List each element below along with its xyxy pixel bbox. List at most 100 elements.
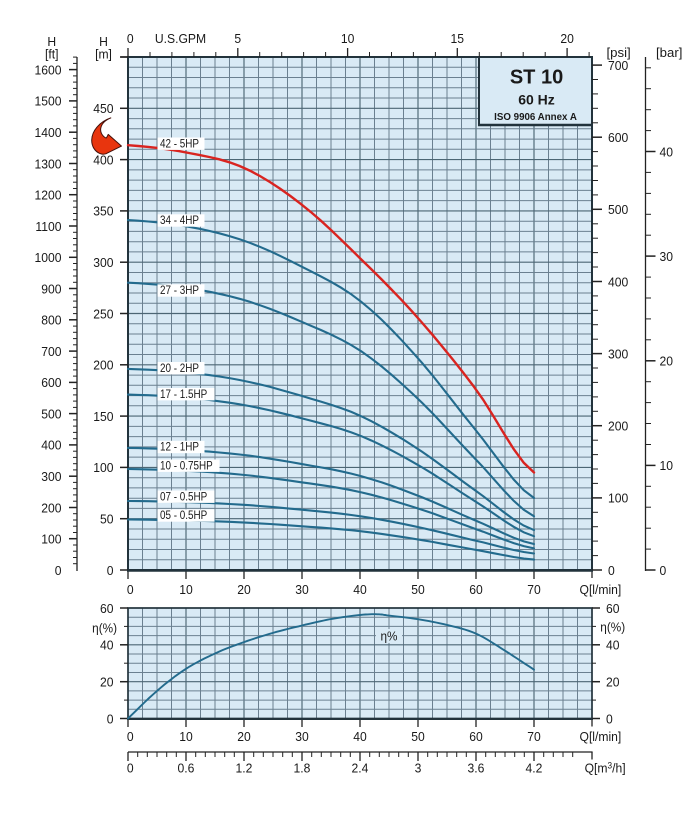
svg-text:700: 700 [608, 58, 628, 73]
svg-text:0: 0 [107, 712, 114, 727]
svg-text:H: H [47, 35, 56, 50]
svg-text:20: 20 [237, 583, 251, 598]
svg-text:600: 600 [608, 131, 628, 146]
svg-text:10: 10 [179, 730, 193, 745]
svg-text:500: 500 [41, 407, 61, 422]
svg-text:1200: 1200 [34, 188, 61, 203]
svg-text:0: 0 [608, 563, 615, 578]
svg-text:0: 0 [127, 730, 134, 745]
svg-text:1100: 1100 [35, 219, 61, 234]
svg-text:300: 300 [608, 347, 628, 362]
svg-text:40: 40 [353, 583, 367, 598]
svg-text:40: 40 [100, 638, 114, 653]
svg-text:50: 50 [411, 730, 425, 745]
svg-text:10: 10 [341, 32, 355, 47]
svg-text:ISO 9906 Annex A: ISO 9906 Annex A [494, 112, 577, 123]
svg-text:40: 40 [353, 730, 367, 745]
svg-text:12 - 1HP: 12 - 1HP [160, 441, 199, 454]
svg-text:10 - 0.75HP: 10 - 0.75HP [160, 460, 213, 473]
svg-text:3.6: 3.6 [468, 761, 485, 776]
svg-text:70: 70 [527, 583, 541, 598]
svg-text:1.8: 1.8 [294, 761, 311, 776]
svg-text:100: 100 [93, 461, 113, 476]
svg-text:0: 0 [127, 583, 134, 598]
svg-text:300: 300 [41, 470, 61, 485]
svg-text:60: 60 [469, 583, 483, 598]
svg-text:60: 60 [469, 730, 483, 745]
svg-text:300: 300 [93, 256, 113, 271]
svg-text:1400: 1400 [34, 126, 61, 141]
svg-text:1500: 1500 [34, 94, 61, 109]
svg-text:ST 10: ST 10 [510, 67, 563, 89]
svg-text:17 - 1.5HP: 17 - 1.5HP [160, 388, 207, 401]
svg-text:10: 10 [179, 583, 193, 598]
svg-text:20 - 2HP: 20 - 2HP [160, 362, 199, 375]
svg-text:200: 200 [93, 358, 113, 373]
svg-text:20: 20 [606, 675, 620, 690]
svg-text:[m]: [m] [95, 47, 112, 62]
svg-text:200: 200 [608, 419, 628, 434]
svg-text:Q[m3/h]: Q[m3/h] [585, 760, 626, 775]
svg-text:1.2: 1.2 [236, 761, 253, 776]
svg-text:20: 20 [560, 32, 574, 47]
svg-text:5: 5 [234, 32, 241, 47]
svg-text:200: 200 [41, 501, 61, 516]
svg-text:27 - 3HP: 27 - 3HP [160, 285, 199, 298]
svg-text:07 - 0.5HP: 07 - 0.5HP [160, 491, 207, 504]
svg-text:700: 700 [41, 344, 61, 359]
svg-text:42 - 5HP: 42 - 5HP [160, 138, 199, 151]
svg-text:150: 150 [93, 409, 113, 424]
svg-text:400: 400 [93, 153, 113, 168]
svg-text:Q[l/min]: Q[l/min] [580, 583, 622, 598]
svg-text:50: 50 [100, 512, 114, 527]
svg-text:60: 60 [606, 601, 620, 616]
svg-text:400: 400 [608, 275, 628, 290]
svg-text:450: 450 [93, 102, 113, 117]
svg-text:[psi]: [psi] [607, 45, 631, 60]
svg-text:20: 20 [237, 730, 251, 745]
svg-text:30: 30 [660, 249, 674, 264]
svg-text:10: 10 [660, 459, 674, 474]
svg-text:0: 0 [55, 563, 62, 578]
svg-text:1600: 1600 [34, 63, 61, 78]
svg-text:[bar]: [bar] [656, 45, 682, 60]
svg-text:η(%): η(%) [92, 621, 117, 636]
svg-text:0: 0 [127, 761, 134, 776]
svg-text:0: 0 [606, 712, 613, 727]
svg-text:800: 800 [41, 313, 61, 328]
svg-text:4.2: 4.2 [526, 761, 543, 776]
svg-text:1300: 1300 [34, 157, 61, 172]
svg-text:15: 15 [451, 32, 465, 47]
svg-text:70: 70 [527, 730, 541, 745]
svg-text:[ft]: [ft] [45, 47, 58, 62]
svg-text:H: H [99, 35, 108, 50]
svg-text:60 Hz: 60 Hz [518, 91, 555, 107]
svg-text:1000: 1000 [34, 251, 61, 266]
svg-text:60: 60 [100, 601, 114, 616]
svg-text:40: 40 [660, 145, 674, 160]
svg-text:Q[l/min]: Q[l/min] [580, 730, 622, 745]
svg-text:100: 100 [41, 532, 61, 547]
svg-text:20: 20 [100, 675, 114, 690]
svg-text:400: 400 [41, 438, 61, 453]
svg-text:η(%): η(%) [600, 620, 625, 635]
svg-text:U.S.GPM: U.S.GPM [155, 32, 206, 47]
svg-text:η%: η% [380, 629, 397, 644]
svg-text:05 - 0.5HP: 05 - 0.5HP [160, 510, 207, 523]
svg-text:40: 40 [606, 638, 620, 653]
svg-text:600: 600 [41, 376, 61, 391]
svg-text:0: 0 [107, 563, 114, 578]
svg-text:20: 20 [660, 354, 674, 369]
svg-text:100: 100 [608, 491, 628, 506]
svg-text:2.4: 2.4 [352, 761, 369, 776]
svg-text:30: 30 [295, 583, 309, 598]
svg-text:900: 900 [41, 282, 61, 297]
svg-text:0.6: 0.6 [178, 761, 195, 776]
svg-text:50: 50 [411, 583, 425, 598]
svg-text:3: 3 [415, 761, 422, 776]
svg-text:30: 30 [295, 730, 309, 745]
svg-text:250: 250 [93, 307, 113, 322]
svg-text:34 - 4HP: 34 - 4HP [160, 215, 199, 228]
svg-text:500: 500 [608, 203, 628, 218]
svg-text:0: 0 [127, 32, 134, 47]
